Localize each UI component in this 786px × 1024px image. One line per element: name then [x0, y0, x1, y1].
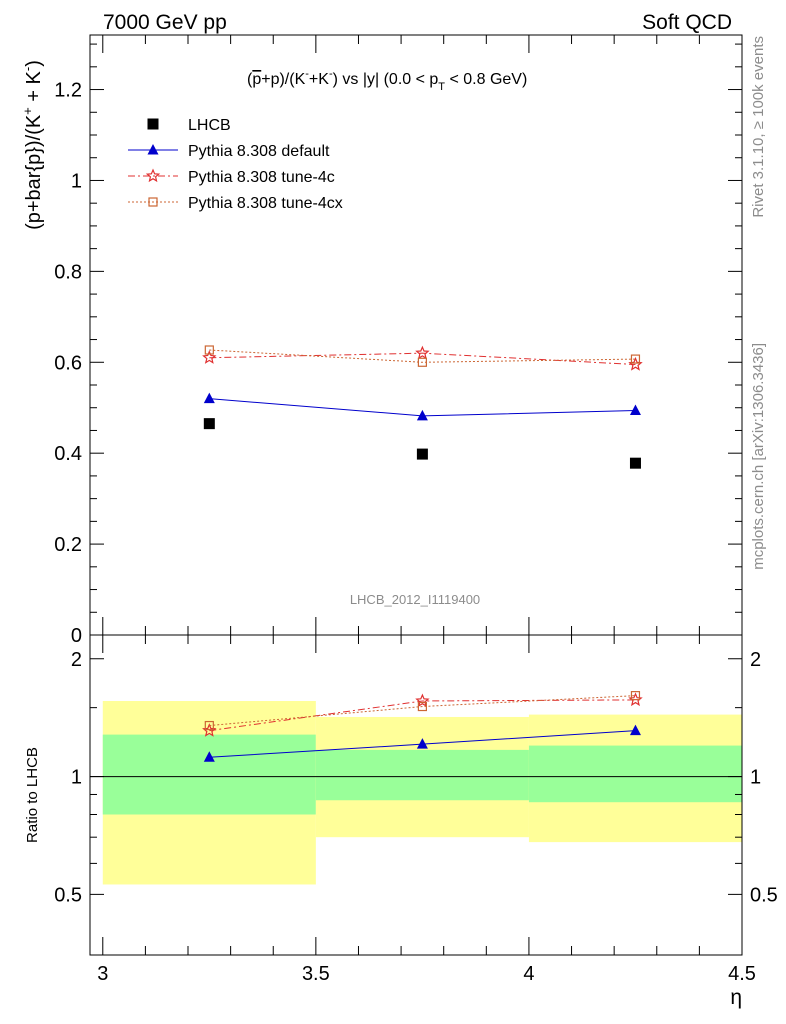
main-series	[202, 345, 643, 469]
ratio-y-axis-label: Ratio to LHCB	[24, 747, 41, 843]
x-axis-label: η	[730, 986, 742, 1009]
ratio-point-pythia-8-308-tune-4cx	[204, 720, 214, 731]
ratio-y-tick-label-left: 0.5	[54, 884, 82, 906]
ratio-band-inner	[528, 745, 742, 803]
main-point-pythia-8-308-tune-4c	[415, 345, 430, 360]
ratio-point-pythia-8-308-default	[629, 724, 641, 736]
ratio-uncertainty-bands	[102, 700, 742, 885]
ratio-band-inner	[315, 749, 529, 801]
analysis-watermark: LHCB_2012_I1119400	[350, 592, 480, 607]
main-point-pythia-8-308-tune-4cx	[417, 357, 427, 367]
ratio-point-pythia-8-308-default	[416, 738, 428, 749]
main-point-pythia-8-308-tune-4cx	[630, 354, 641, 364]
ratio-y-tick-label-left: 1	[71, 767, 82, 789]
legend: LHCB Pythia 8.308 default Pythia 8.308 tun…	[128, 117, 343, 212]
ratio-y-tick-label-left: 2	[71, 649, 82, 671]
legend-label-lhcb: LHCB	[188, 117, 231, 134]
ratio-point-pythia-8-308-default	[203, 751, 215, 762]
main-line-pythia-8-308-tune-4c	[209, 352, 636, 366]
main-y-tick-label: 1	[71, 170, 82, 192]
legend-marker-pythia-8-308-tune-4cx	[148, 197, 158, 207]
main-y-axis-label: (p+bar{p})/(K+ + K-)	[20, 60, 45, 230]
legend-label-pythia-8-308-tune-4c: Pythia 8.308 tune-4c	[188, 169, 335, 186]
x-tick-label: 4	[523, 963, 534, 985]
source-label: mcplots.cern.ch [arXiv:1306.3436]	[750, 343, 767, 570]
rivet-version-label: Rivet 3.1.10, ≥ 100k events	[750, 36, 767, 218]
main-point-lhcb	[203, 418, 215, 430]
main-y-tick-label: 0.2	[54, 534, 82, 556]
ratio-y-tick-label-right: 2	[750, 649, 761, 671]
ratio-point-pythia-8-308-tune-4cx	[417, 701, 427, 712]
ratio-line-pythia-8-308-tune-4cx	[209, 695, 636, 727]
main-point-lhcb	[416, 448, 428, 460]
ratio-point-pythia-8-308-tune-4c	[415, 693, 430, 708]
main-point-pythia-8-308-default	[629, 404, 641, 415]
header-right: Soft QCD	[642, 11, 732, 34]
main-y-tick-label: 0	[71, 625, 82, 647]
x-tick-label: 3.5	[302, 963, 330, 985]
ratio-band-inner	[102, 734, 316, 815]
ratio-plot-frame	[89, 634, 743, 956]
main-y-tick-label: 0.6	[54, 352, 82, 374]
ratio-y-axis: 0.5 0.5 1 1 2 2	[54, 649, 778, 907]
main-y-tick-label: 0.4	[54, 443, 82, 465]
main-point-pythia-8-308-default	[203, 392, 215, 404]
main-plot-title: (p+p)/(K-+K-) vs |y| (0.0 < pT < 0.8 GeV…	[247, 68, 527, 93]
ratio-y-tick-label-right: 1	[750, 767, 761, 789]
ratio-point-pythia-8-308-tune-4cx	[630, 691, 641, 701]
ratio-line-pythia-8-308-tune-4c	[209, 699, 636, 732]
x-axis: 3 3.5 4 4.5	[97, 35, 756, 985]
header-left: 7000 GeV pp	[103, 11, 227, 34]
legend-marker-pythia-8-308-default	[147, 144, 159, 155]
legend-marker-lhcb	[147, 118, 159, 130]
main-y-tick-label: 1.2	[54, 80, 82, 102]
ratio-series	[202, 691, 643, 762]
legend-marker-pythia-8-308-tune-4c	[145, 168, 161, 183]
main-line-pythia-8-308-tune-4cx	[209, 349, 636, 363]
x-tick-label: 4.5	[728, 963, 756, 985]
main-point-pythia-8-308-tune-4c	[202, 350, 217, 364]
main-y-axis: 0 0.2 0.4 0.6 0.8 1 1.2	[54, 43, 742, 647]
legend-label-pythia-8-308-default: Pythia 8.308 default	[188, 143, 330, 160]
x-tick-label: 3	[97, 963, 108, 985]
main-point-pythia-8-308-default	[416, 409, 428, 421]
legend-label-pythia-8-308-tune-4cx: Pythia 8.308 tune-4cx	[188, 195, 343, 212]
main-point-pythia-8-308-tune-4cx	[204, 345, 214, 355]
main-y-tick-label: 0.8	[54, 261, 82, 283]
main-point-lhcb	[629, 457, 641, 469]
ratio-y-tick-label-right: 0.5	[750, 884, 778, 906]
